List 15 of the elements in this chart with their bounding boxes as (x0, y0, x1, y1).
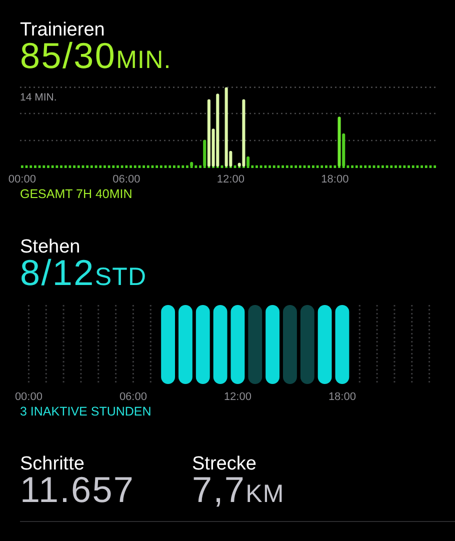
x-tick-label: 12:00 (224, 390, 252, 403)
ref-line-label: 14 MIN. (20, 91, 57, 104)
x-tick-label: 18:00 (321, 174, 349, 186)
x-tick-label: 18:00 (328, 390, 356, 403)
x-tick-label: 06:00 (119, 390, 147, 403)
x-tick-label: 06:00 (112, 174, 140, 186)
text: GESAMT 7H 40MIN (20, 187, 132, 202)
text: 3 INAKTIVE STUNDEN (20, 404, 152, 418)
x-tick-label: 12:00 (216, 174, 244, 186)
bar (224, 87, 228, 167)
bar (242, 99, 246, 167)
bar (216, 94, 220, 167)
x-tick-label: 00:00 (14, 390, 42, 403)
bar (338, 116, 341, 167)
x-tick-label: 00:00 (8, 174, 36, 186)
